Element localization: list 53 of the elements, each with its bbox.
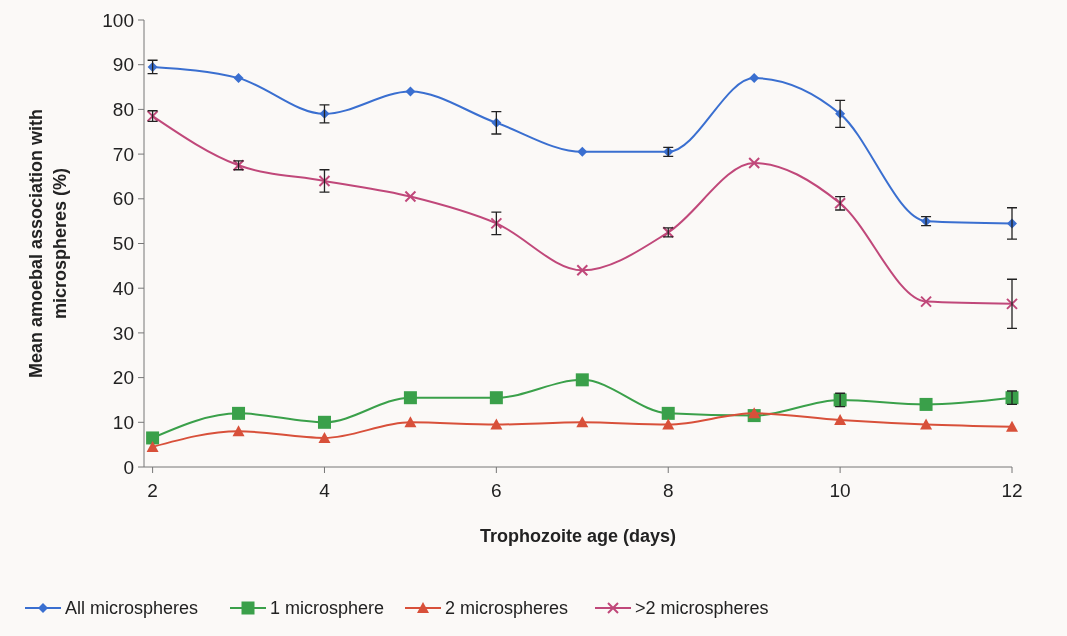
point [232,406,246,420]
point [748,157,761,170]
point [920,418,933,430]
point [1006,297,1018,310]
y-tick-label: 50 [112,233,134,255]
y-tick-label: 80 [112,99,134,121]
y-axis-title: Mean amoebal association with microspheres (%) [26,108,70,379]
point [748,407,761,419]
point [919,397,933,411]
point [834,414,847,426]
point [318,431,331,443]
point [1006,420,1018,432]
point [490,217,503,230]
legend-label: 1 microsphere [270,598,385,619]
point [318,174,331,187]
legend-label: >2 microspheres [635,598,769,619]
y-tick-label: 20 [112,367,134,389]
x-tick-label: 6 [491,480,502,501]
x-tick-label: 12 [1001,480,1023,501]
legend-label: 2 microspheres [445,598,569,619]
legend-label: All microspheres [65,598,199,619]
point [489,391,503,405]
point [661,406,675,420]
point [403,391,417,405]
point [577,146,588,157]
y-tick-label: 40 [112,277,134,299]
point [575,373,589,387]
point [576,264,589,277]
point [576,416,589,428]
point [920,295,933,308]
x-tick-label: 8 [662,480,674,501]
y-tick-label: 60 [112,188,134,210]
point [490,418,503,430]
y-tick-label: 10 [112,411,134,433]
point [233,73,244,84]
y-tick-label: 90 [112,54,134,76]
y-tick-label: 0 [123,456,134,478]
point [404,416,417,428]
point [317,415,331,429]
point [404,190,417,203]
y-tick-label: 70 [112,143,134,165]
point [232,425,245,437]
y-tick-label: 30 [112,322,134,344]
point [146,440,159,452]
x-tick-label: 4 [319,480,331,501]
point [405,86,416,97]
x-axis-title: Trophozoite age (days) [479,526,677,546]
x-tick-label: 2 [147,480,158,501]
point [146,431,160,445]
point [662,418,675,430]
x-tick-label: 10 [829,480,851,501]
y-tick-label: 100 [102,9,134,31]
point [749,73,760,84]
